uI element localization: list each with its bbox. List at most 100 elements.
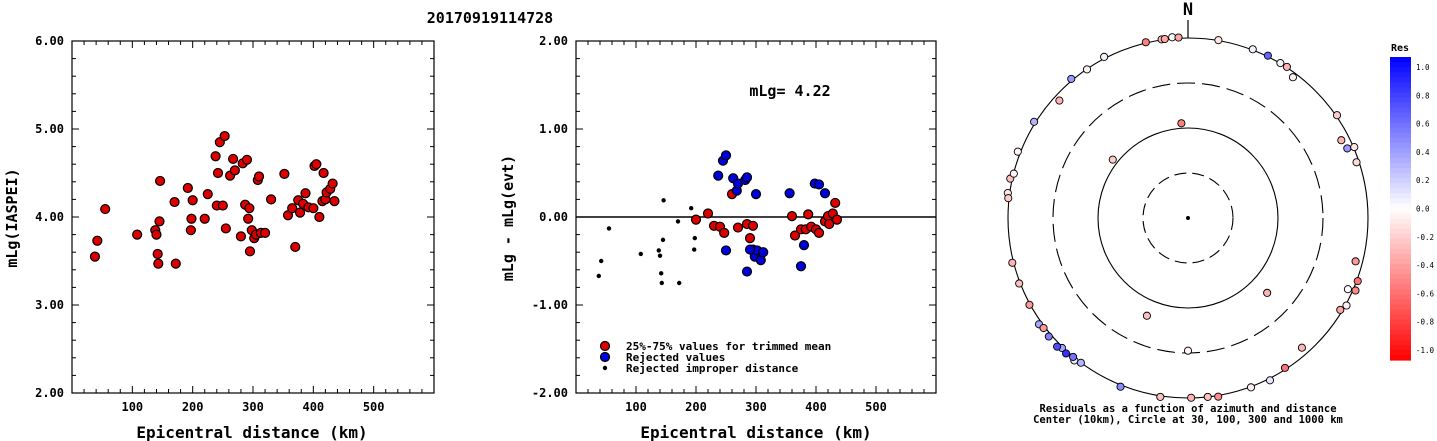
p2-point (720, 245, 732, 256)
polar-point (1214, 36, 1223, 45)
colorbar-segment (1390, 142, 1411, 149)
p2-point (750, 189, 762, 200)
polar-point (1053, 342, 1062, 351)
colorbar-segment (1390, 329, 1411, 336)
polar-point (1288, 73, 1297, 82)
colorbar-segment (1390, 324, 1411, 331)
colorbar-label: -0.4 (1416, 261, 1435, 270)
p2-point (657, 253, 663, 258)
polar-point (1337, 136, 1346, 145)
polar-point (1265, 376, 1275, 385)
colorbar-segment (1390, 218, 1411, 225)
p1-point (290, 241, 301, 253)
polar-point (1030, 117, 1039, 126)
p1-point (327, 178, 338, 189)
p1-xtick-label: 100 (121, 400, 143, 414)
colorbar-segment (1390, 289, 1411, 295)
colorbar-segment (1390, 117, 1411, 124)
p2-point (692, 247, 697, 252)
polar-caption-line2: Center (10km), Circle at 30, 100, 300 an… (1033, 414, 1343, 426)
polar-point (1248, 45, 1257, 54)
polar-point (1009, 169, 1018, 178)
ring-30km (1142, 172, 1234, 264)
p2-point (702, 208, 714, 219)
colorbar-segment (1390, 97, 1411, 104)
p2-point (803, 209, 814, 220)
p1-point (227, 153, 239, 165)
p1-frame (71, 40, 435, 394)
legend-marker (599, 351, 611, 363)
p1-point (241, 154, 253, 165)
p2-point (786, 211, 798, 222)
colorbar-segment (1390, 198, 1411, 205)
polar-point (1351, 286, 1360, 295)
p2-point (784, 188, 795, 199)
polar-point (1142, 311, 1151, 320)
p2-point (606, 226, 612, 231)
p1-xtick-label: 300 (242, 400, 264, 414)
colorbar-segment (1390, 72, 1411, 78)
colorbar-segment (1390, 107, 1411, 114)
polar-point (1297, 343, 1306, 352)
p2-point (744, 244, 756, 255)
p2-point (660, 237, 666, 243)
p2-point (831, 214, 843, 225)
p1-point (329, 196, 340, 207)
polar-point (1353, 277, 1362, 286)
p2-ytick-label: -2.00 (532, 386, 568, 400)
polar-point (1108, 155, 1117, 164)
polar-point (1263, 51, 1272, 60)
colorbar-segment (1390, 309, 1411, 316)
p1-point (229, 165, 240, 176)
polar-point (1342, 301, 1351, 310)
north-label: N (1183, 0, 1193, 20)
p3-points (1003, 33, 1362, 402)
p1-point (152, 248, 163, 260)
legend-marker (602, 365, 608, 371)
colorbar-segment (1390, 213, 1411, 220)
colorbar-segment (1390, 349, 1411, 356)
p2-point (599, 258, 604, 264)
p2-point (656, 248, 661, 253)
distance-rings (1007, 20, 1369, 399)
colorbar-segment (1390, 77, 1411, 83)
p2-point (692, 235, 697, 241)
p1-point (154, 216, 165, 227)
colorbar-label: 0.6 (1416, 120, 1430, 129)
p1-point (314, 211, 325, 223)
p2-point (758, 247, 769, 258)
p2-xtick-label: 300 (745, 400, 767, 414)
polar-point (1156, 392, 1165, 401)
polar-point (1263, 288, 1272, 297)
colorbar-segment (1390, 284, 1411, 290)
p1-point (244, 203, 255, 214)
p1-point (202, 189, 213, 200)
polar-point (1025, 300, 1034, 309)
colorbar-segment (1390, 158, 1411, 164)
colorbar-label: -1.0 (1416, 346, 1435, 355)
colorbar-label: 0.2 (1416, 176, 1430, 185)
p2-point (813, 179, 825, 190)
polar-point (1004, 194, 1013, 203)
colorbar-segment (1390, 178, 1411, 184)
polar-point (1116, 382, 1125, 391)
polar-point (1039, 323, 1048, 333)
p2-xtick-label: 100 (625, 400, 647, 414)
p1-point (100, 203, 111, 215)
polar-point (1246, 383, 1256, 392)
colorbar-segment (1390, 319, 1411, 326)
p1-point (287, 203, 298, 214)
colorbar-segment (1390, 238, 1411, 245)
p2-ytick-label: -1.00 (532, 298, 568, 312)
colorbar-segment (1390, 112, 1411, 119)
colorbar-segment (1390, 334, 1411, 341)
p2-ytick-label: 1.00 (539, 122, 568, 136)
colorbar-segment (1390, 223, 1411, 230)
p1-point (92, 235, 103, 246)
p2-y-axis-label: mLg - mLg(evt) (499, 155, 517, 281)
colorbar-segment (1390, 163, 1411, 169)
p1-point (253, 171, 265, 182)
p1-xtick-label: 200 (182, 400, 204, 414)
colorbar-segment (1390, 233, 1411, 240)
